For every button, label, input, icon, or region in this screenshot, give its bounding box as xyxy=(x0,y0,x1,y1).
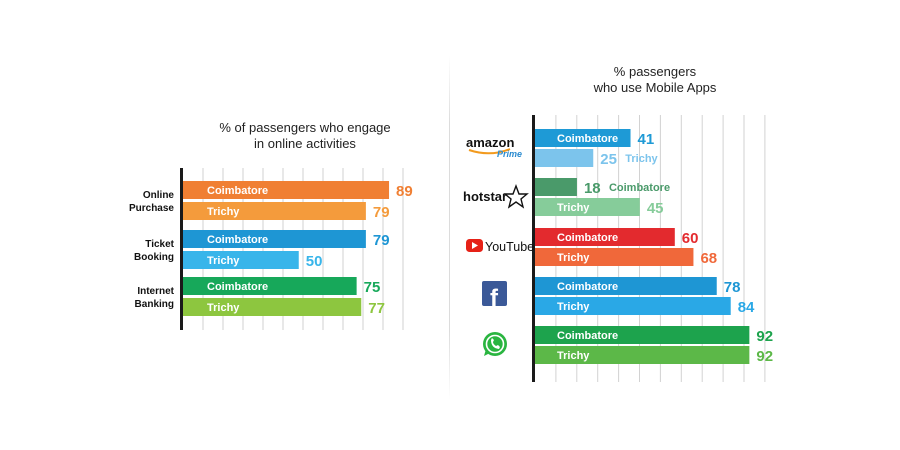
series-label: Trichy xyxy=(207,302,240,314)
category-label: Booking xyxy=(134,252,174,263)
series-label: Trichy xyxy=(557,252,590,264)
bar xyxy=(183,181,390,199)
bar xyxy=(535,129,631,147)
value-label: 60 xyxy=(682,230,699,247)
value-label: 92 xyxy=(756,328,773,345)
value-label: 79 xyxy=(373,232,390,249)
whatsapp-ring-icon xyxy=(485,334,505,354)
category-label: Ticket xyxy=(145,239,174,250)
value-label: 68 xyxy=(700,250,717,267)
right-chart-title-line-2: who use Mobile Apps xyxy=(593,80,717,95)
series-label: Coimbatore xyxy=(207,234,268,246)
category-label: Internet xyxy=(137,286,174,297)
hotstar-logo-text: hotstar xyxy=(463,189,507,204)
series-label: Coimbatore xyxy=(557,330,618,342)
youtube-logo: YouTube xyxy=(466,239,534,254)
bar xyxy=(183,230,366,248)
value-label: 18 xyxy=(584,180,601,197)
y-axis-line xyxy=(180,168,183,330)
series-label: Coimbatore xyxy=(207,185,268,197)
facebook-f-icon: f xyxy=(490,285,499,312)
value-label: 78 xyxy=(724,279,741,296)
series-label: Trichy xyxy=(625,153,658,165)
whatsapp-tail-icon xyxy=(484,349,490,356)
bar xyxy=(183,277,357,295)
bar xyxy=(535,297,731,315)
bar xyxy=(535,228,675,246)
left-chart-title: % of passengers who engage in online act… xyxy=(175,120,435,152)
value-label: 45 xyxy=(647,200,664,217)
bar xyxy=(535,178,577,196)
category-label: Banking xyxy=(135,299,174,310)
value-label: 89 xyxy=(396,183,413,200)
bar xyxy=(535,198,640,216)
value-label: 77 xyxy=(368,300,385,317)
series-label: Coimbatore xyxy=(609,182,670,194)
series-label: Coimbatore xyxy=(557,281,618,293)
value-label: 50 xyxy=(306,253,323,270)
left-chart: Coimbatore 89 Trichy 79 Online Purchase Coimba… xyxy=(129,168,413,330)
right-chart-title: % passengers who use Mobile Apps xyxy=(520,64,790,96)
series-label: Trichy xyxy=(557,301,590,313)
series-label: Coimbatore xyxy=(207,281,268,293)
prime-logo-text: Prime xyxy=(497,149,522,159)
bar xyxy=(183,298,362,316)
whatsapp-phone-icon xyxy=(491,338,500,349)
series-label: Trichy xyxy=(207,255,240,267)
right-chart: Coimbatore 41 25 Trichy 18 Coimbatore Trichy 45… xyxy=(532,115,773,382)
category-label: Online xyxy=(143,190,175,201)
youtube-play-triangle-icon xyxy=(472,242,478,249)
category-label: Purchase xyxy=(129,203,174,214)
chart-divider xyxy=(449,55,450,400)
facebook-square-icon xyxy=(482,281,507,306)
bar xyxy=(535,277,717,295)
value-label: 41 xyxy=(638,131,655,148)
bar xyxy=(535,326,750,344)
series-label: Coimbatore xyxy=(557,232,618,244)
series-label: Trichy xyxy=(207,206,240,218)
bar xyxy=(183,202,366,220)
left-chart-title-line-1: % of passengers who engage xyxy=(219,120,391,135)
amazon-logo-text: amazon xyxy=(466,135,514,150)
youtube-logo-text: YouTube xyxy=(485,240,534,254)
whatsapp-logo xyxy=(483,332,507,356)
value-label: 75 xyxy=(364,279,381,296)
amazon-prime-logo: amazon Prime xyxy=(466,135,522,159)
hotstar-star-icon xyxy=(503,184,529,209)
value-label: 92 xyxy=(756,348,773,365)
bar xyxy=(535,248,694,266)
right-chart-title-line-1: % passengers xyxy=(613,64,697,79)
value-label: 84 xyxy=(738,299,755,316)
facebook-logo: f xyxy=(482,281,507,312)
left-chart-title-line-2: in online activities xyxy=(254,136,356,151)
hotstar-logo: hotstar xyxy=(463,184,529,209)
y-axis-line xyxy=(532,115,535,382)
series-label: Trichy xyxy=(557,350,590,362)
value-label: 79 xyxy=(373,204,390,221)
bar xyxy=(183,251,299,269)
series-label: Trichy xyxy=(557,202,590,214)
value-label: 25 xyxy=(600,151,617,168)
bar xyxy=(535,149,594,167)
series-label: Coimbatore xyxy=(557,133,618,145)
amazon-smile-icon xyxy=(468,148,511,155)
bar xyxy=(535,346,750,364)
